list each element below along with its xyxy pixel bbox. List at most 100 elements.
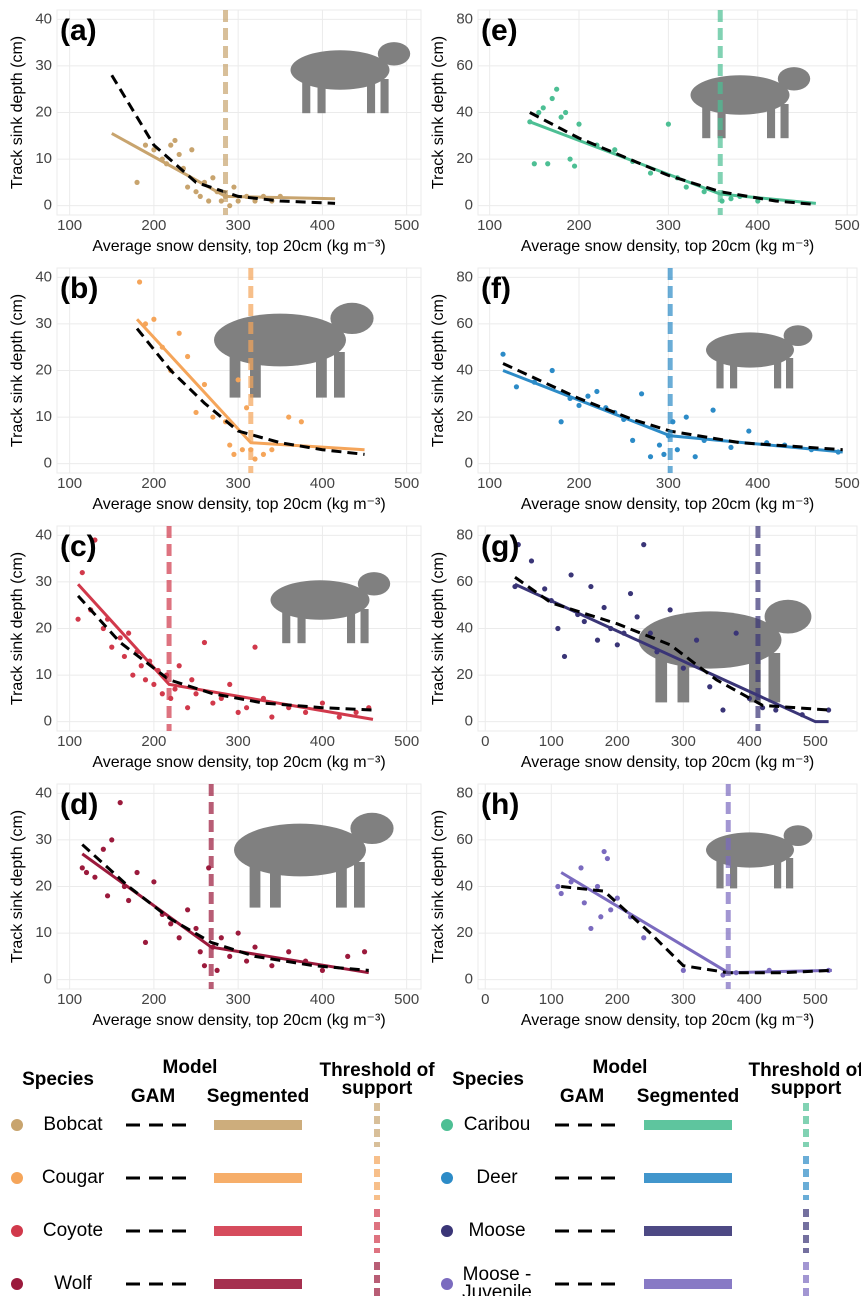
- point: [550, 368, 555, 373]
- x-axis-label: Average snow density, top 20cm (kg m⁻³): [92, 496, 385, 513]
- legend-label: Moose - Juvenile: [457, 1266, 537, 1296]
- point: [585, 394, 590, 399]
- y-tick-label: 0: [44, 197, 52, 214]
- point: [151, 879, 156, 884]
- y-tick-label: 10: [35, 666, 52, 683]
- point: [605, 856, 610, 861]
- point: [578, 865, 583, 870]
- silhouette: [767, 104, 775, 138]
- point: [684, 184, 689, 189]
- point: [681, 666, 686, 671]
- point: [105, 893, 110, 898]
- point: [143, 940, 148, 945]
- x-tick-label: 400: [737, 733, 762, 750]
- legend-dot: [441, 1225, 453, 1237]
- y-axis-label: Track sink depth (cm): [9, 294, 26, 447]
- panel: 0204060800100200300400500Average snow de…: [430, 784, 857, 1029]
- point: [602, 849, 607, 854]
- silhouette: [716, 358, 723, 388]
- legend-dot: [441, 1278, 453, 1290]
- point: [193, 691, 198, 696]
- x-tick-label: 200: [566, 475, 591, 492]
- x-tick-label: 300: [671, 733, 696, 750]
- y-tick-label: 40: [35, 784, 52, 801]
- silhouette: [716, 858, 723, 888]
- y-tick-label: 40: [35, 10, 52, 27]
- point: [559, 115, 564, 120]
- panel: 020406080100200300400500Average snow den…: [430, 268, 859, 513]
- point: [177, 935, 182, 940]
- legend-label: Coyote: [33, 1222, 113, 1240]
- x-tick-label: 100: [477, 217, 502, 234]
- point: [210, 175, 215, 180]
- point: [562, 654, 567, 659]
- legend-dot: [441, 1172, 453, 1184]
- x-tick-label: 400: [737, 991, 762, 1008]
- x-tick-label: 300: [226, 733, 251, 750]
- x-tick-label: 500: [803, 991, 828, 1008]
- point: [666, 122, 671, 127]
- panel-label: (c): [60, 530, 97, 563]
- y-axis-label: Track sink depth (cm): [430, 294, 447, 447]
- point: [269, 447, 274, 452]
- x-tick-label: 500: [394, 733, 419, 750]
- x-tick-label: 200: [605, 733, 630, 750]
- point: [151, 682, 156, 687]
- point: [684, 414, 689, 419]
- point: [588, 926, 593, 931]
- panel: 010203040100200300400500Average snow den…: [9, 268, 421, 513]
- silhouette: [250, 862, 261, 908]
- point: [559, 419, 564, 424]
- silhouette: [786, 858, 793, 888]
- point: [227, 203, 232, 208]
- point: [657, 442, 662, 447]
- x-axis-label: Average snow density, top 20cm (kg m⁻³): [521, 238, 814, 255]
- silhouette: [330, 303, 373, 334]
- silhouette: [784, 825, 813, 846]
- y-tick-label: 10: [35, 924, 52, 941]
- point: [177, 331, 182, 336]
- x-tick-label: 200: [141, 217, 166, 234]
- point: [630, 438, 635, 443]
- legend-header: Threshold of support: [317, 1062, 437, 1098]
- y-axis-label: Track sink depth (cm): [9, 552, 26, 705]
- x-tick-label: 300: [656, 475, 681, 492]
- point: [189, 147, 194, 152]
- x-tick-label: 100: [57, 217, 82, 234]
- point: [122, 654, 127, 659]
- point: [151, 317, 156, 322]
- point: [694, 638, 699, 643]
- y-tick-label: 20: [35, 619, 52, 636]
- y-tick-label: 10: [35, 150, 52, 167]
- y-tick-label: 0: [44, 713, 52, 730]
- x-tick-label: 100: [57, 733, 82, 750]
- point: [710, 408, 715, 413]
- legend-header: Model: [163, 1059, 218, 1077]
- silhouette: [316, 352, 327, 398]
- point: [639, 391, 644, 396]
- point: [101, 847, 106, 852]
- silhouette: [765, 600, 812, 634]
- point: [231, 184, 236, 189]
- legend-dot: [11, 1278, 23, 1290]
- point: [109, 837, 114, 842]
- figure: 010203040100200300400500Average snow den…: [0, 0, 861, 1296]
- y-tick-label: 0: [44, 455, 52, 472]
- point: [202, 963, 207, 968]
- panel: 010203040100200300400500Average snow den…: [9, 784, 421, 1029]
- silhouette: [378, 42, 410, 65]
- point: [648, 170, 653, 175]
- point: [641, 935, 646, 940]
- point: [252, 944, 257, 949]
- x-tick-label: 400: [745, 475, 770, 492]
- x-tick-label: 0: [481, 733, 489, 750]
- point: [134, 180, 139, 185]
- x-tick-label: 300: [226, 475, 251, 492]
- point: [210, 414, 215, 419]
- point: [109, 645, 114, 650]
- legend-label: Cougar: [33, 1169, 113, 1187]
- point: [244, 958, 249, 963]
- y-tick-label: 20: [35, 877, 52, 894]
- y-tick-label: 60: [456, 315, 473, 332]
